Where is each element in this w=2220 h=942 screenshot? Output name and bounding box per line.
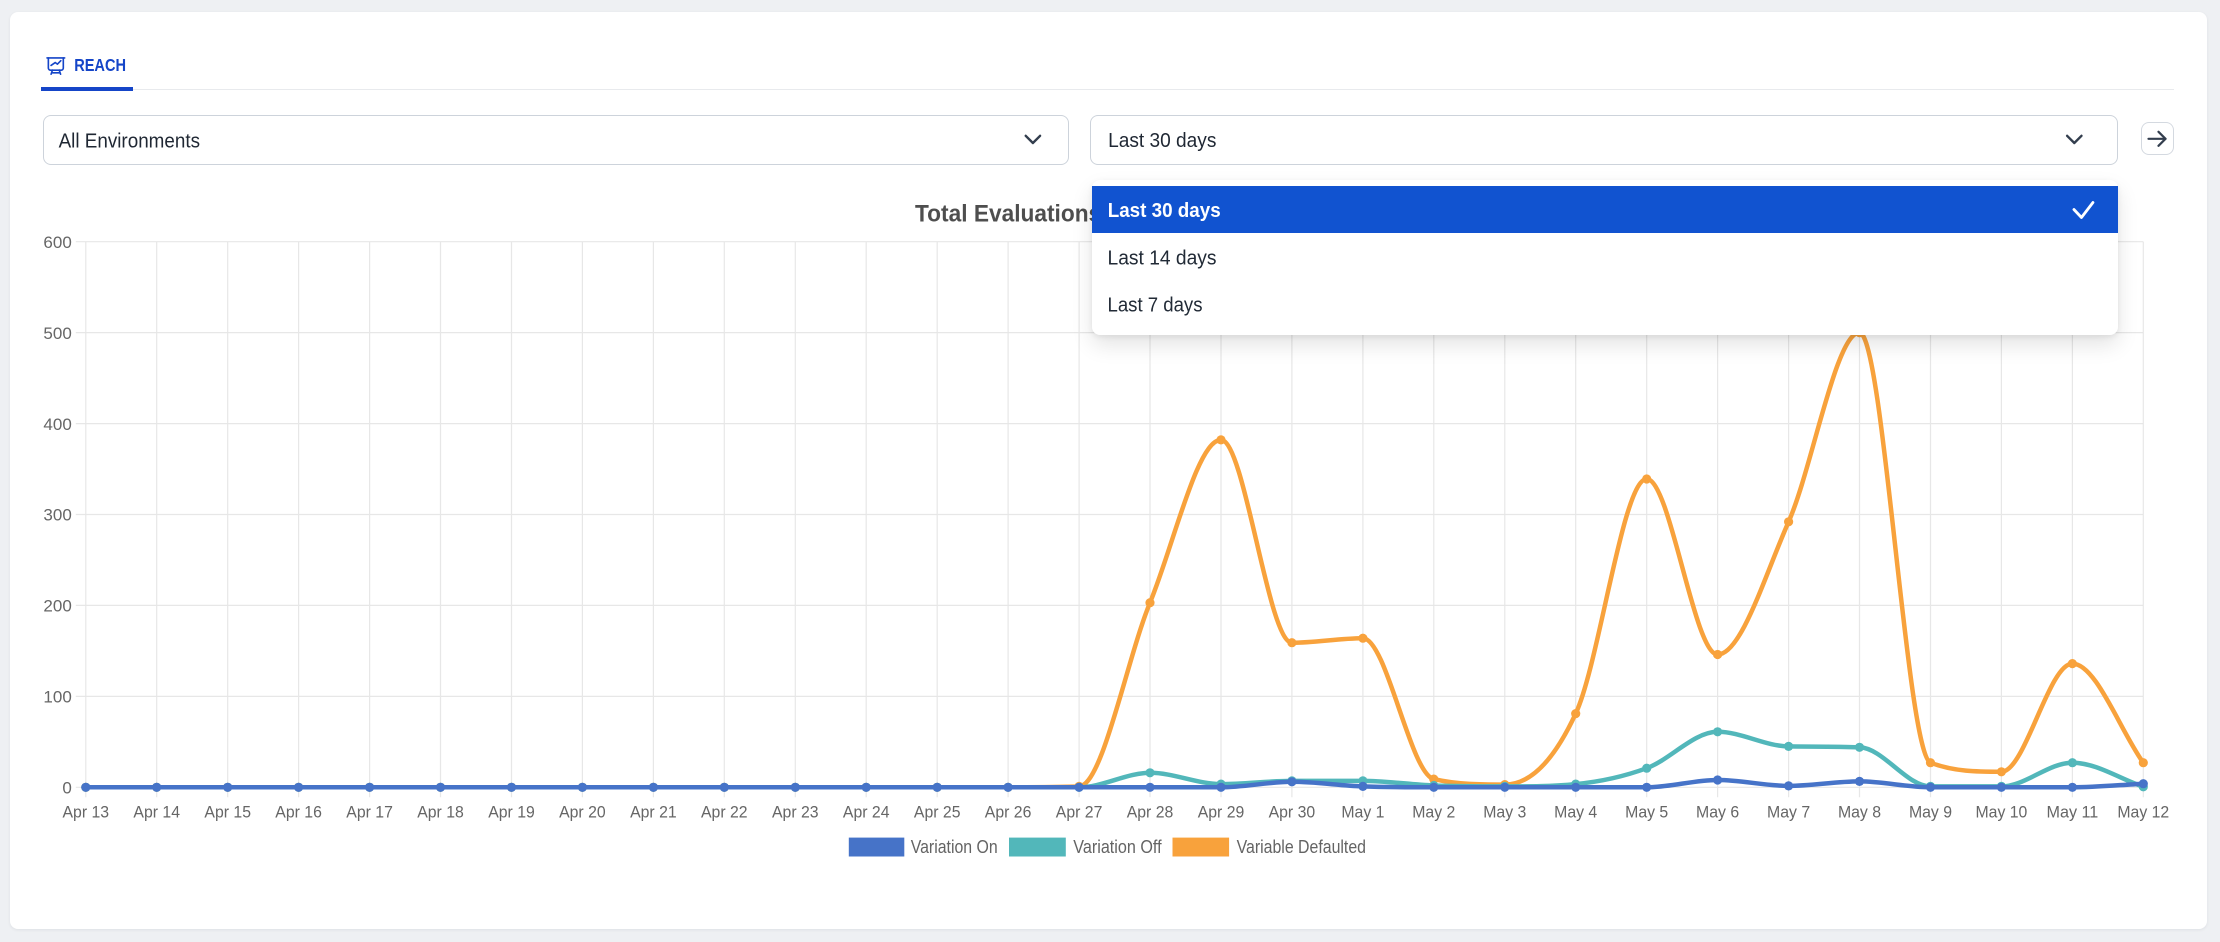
svg-text:Last 7 days: Last 7 days bbox=[1108, 295, 1203, 317]
svg-text:Last 30 days: Last 30 days bbox=[1108, 200, 1221, 222]
svg-text:Last 14 days: Last 14 days bbox=[1108, 247, 1217, 269]
